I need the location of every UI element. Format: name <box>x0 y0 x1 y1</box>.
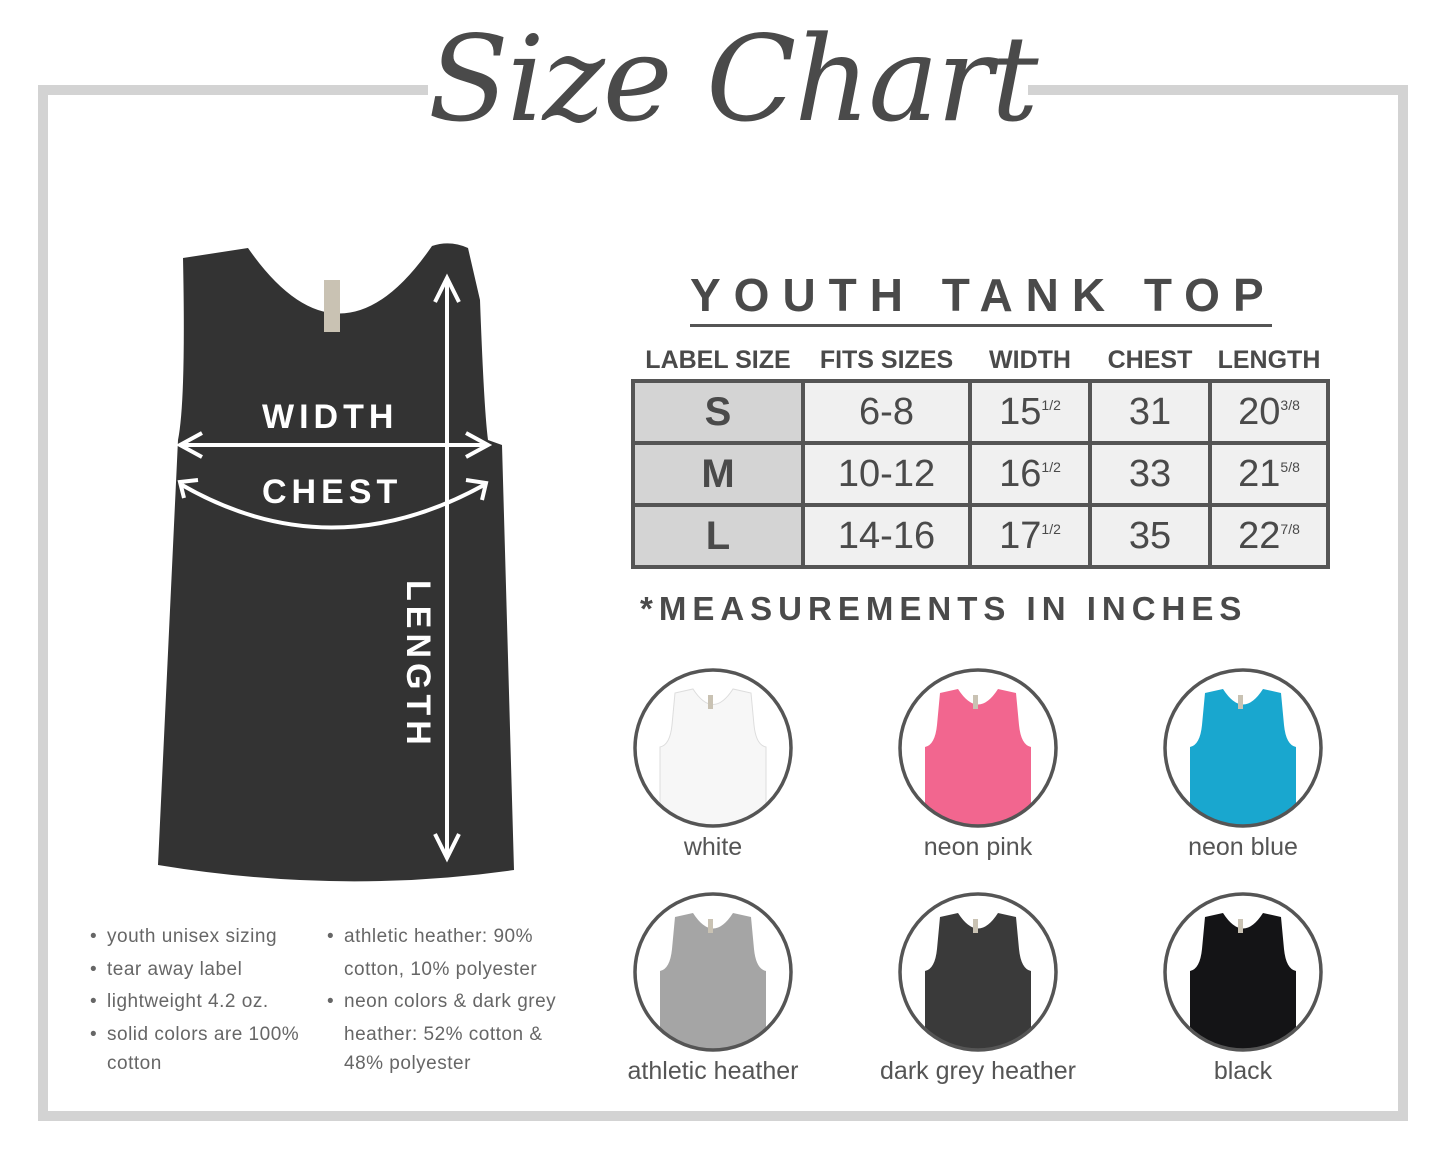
header-fits-sizes: FITS SIZES <box>819 346 954 374</box>
feature-item: youth unisex sizing <box>90 921 299 954</box>
features-right: athletic heather: 90% cotton, 10% polyes… <box>327 921 556 1077</box>
chest-label: CHEST <box>262 473 403 511</box>
color-label: neon blue <box>1188 833 1298 861</box>
cell-fits: 10-12 <box>801 441 972 507</box>
tank-diagram <box>158 243 514 882</box>
features-left: youth unisex sizing tear away label ligh… <box>90 921 299 1077</box>
feature-item: tear away label <box>90 954 299 987</box>
cell-size: M <box>631 441 805 507</box>
color-swatch-dark-grey-heather: dark grey heather <box>880 889 1076 1086</box>
feature-item: cotton <box>107 1053 162 1074</box>
color-label: neon pink <box>923 833 1033 861</box>
cell-width: 151/2 <box>968 379 1092 445</box>
header-length: LENGTH <box>1217 346 1321 374</box>
header-width: WIDTH <box>989 346 1071 374</box>
tank-swatch-icon <box>633 668 793 828</box>
page-title: Size Chart <box>428 10 1039 148</box>
tank-swatch-icon <box>1163 668 1323 828</box>
big-tank-shape <box>158 243 514 882</box>
cell-chest: 35 <box>1088 503 1212 569</box>
table-row: S 6-8 151/2 31 203/8 <box>631 379 1330 445</box>
header-chest: CHEST <box>1107 346 1193 374</box>
length-label: LENGTH <box>399 580 437 750</box>
cell-width: 161/2 <box>968 441 1092 507</box>
size-table: LABEL SIZE FITS SIZES WIDTH CHEST LENGTH… <box>631 346 1330 569</box>
cell-width: 171/2 <box>968 503 1092 569</box>
cell-length: 203/8 <box>1208 379 1330 445</box>
cell-fits: 6-8 <box>801 379 972 445</box>
color-swatch-neon-blue: neon blue <box>1158 665 1328 862</box>
feature-item: neon colors & dark grey <box>327 986 556 1019</box>
color-label: dark grey heather <box>880 1057 1076 1085</box>
tank-swatch-icon <box>898 668 1058 828</box>
feature-item: 48% polyester <box>344 1053 471 1074</box>
measurement-note: *MEASUREMENTS IN INCHES <box>640 590 1248 627</box>
feature-item: heather: 52% cotton & <box>344 1023 543 1045</box>
feature-item: cotton, 10% polyester <box>344 958 538 980</box>
cell-length: 227/8 <box>1208 503 1330 569</box>
feature-item: lightweight 4.2 oz. <box>90 986 299 1019</box>
cell-chest: 33 <box>1088 441 1212 507</box>
color-swatch-black: black <box>1158 889 1328 1086</box>
header-label-size: LABEL SIZE <box>645 346 791 374</box>
color-swatch-neon-pink: neon pink <box>893 665 1063 862</box>
cell-size: L <box>631 503 805 569</box>
width-label: WIDTH <box>262 398 399 436</box>
chest-arrow <box>181 483 485 530</box>
cell-size: S <box>631 379 805 445</box>
color-label: white <box>683 833 743 861</box>
tank-swatch-icon <box>898 892 1058 1052</box>
table-row: M 10-12 161/2 33 215/8 <box>631 441 1330 507</box>
tank-swatch-icon <box>633 892 793 1052</box>
cell-length: 215/8 <box>1208 441 1330 507</box>
cell-fits: 14-16 <box>801 503 972 569</box>
color-label: black <box>1213 1057 1273 1085</box>
product-title: YOUTH TANK TOP <box>690 268 1272 327</box>
neck-label <box>324 280 340 332</box>
feature-item: solid colors are 100% <box>90 1019 299 1052</box>
color-swatch-white: white <box>628 665 798 862</box>
color-swatch-athletic-heather: athletic heather <box>628 889 798 1086</box>
table-row: L 14-16 171/2 35 227/8 <box>631 503 1330 569</box>
cell-chest: 31 <box>1088 379 1212 445</box>
color-label: athletic heather <box>627 1057 799 1085</box>
feature-item: athletic heather: 90% <box>327 921 556 954</box>
tank-swatch-icon <box>1163 892 1323 1052</box>
